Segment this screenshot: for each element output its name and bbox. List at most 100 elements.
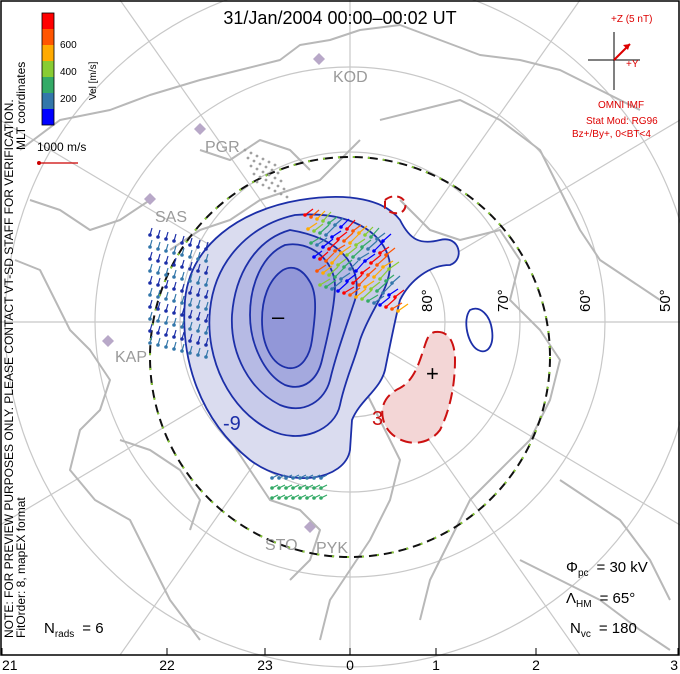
velocity-vector bbox=[337, 258, 347, 266]
velocity-vector bbox=[337, 231, 348, 240]
n-vc: Nvc = 180 bbox=[570, 620, 637, 640]
radar-echo-dot bbox=[243, 148, 247, 152]
velocity-vector bbox=[181, 235, 185, 244]
velocity-vector bbox=[205, 349, 209, 358]
velocity-vector bbox=[278, 474, 286, 479]
station-marker-sto bbox=[304, 521, 316, 533]
velocity-vector bbox=[205, 337, 209, 346]
radar-echo-dot bbox=[264, 165, 268, 169]
velocity-vector bbox=[165, 243, 169, 252]
radar-echo-dot bbox=[273, 163, 277, 167]
velocity-vector bbox=[397, 303, 409, 312]
velocity-vector bbox=[355, 261, 365, 272]
velocity-vector bbox=[149, 335, 153, 344]
velocity-vector bbox=[394, 289, 405, 298]
velocity-vector bbox=[149, 299, 153, 308]
velocity-vector bbox=[157, 229, 161, 238]
velocity-vector bbox=[361, 289, 373, 300]
radar-echo-dot bbox=[270, 181, 274, 185]
radar-echo-dot bbox=[258, 162, 262, 166]
velocity-vector bbox=[285, 484, 293, 489]
velocity-vector bbox=[343, 259, 353, 268]
velocity-vector bbox=[319, 278, 331, 286]
velocity-vector bbox=[292, 494, 300, 499]
velocity-vector bbox=[367, 294, 379, 302]
station-marker-kod bbox=[313, 53, 325, 65]
velocity-vector bbox=[285, 494, 293, 499]
velocity-vector bbox=[205, 241, 209, 250]
velocity-vector bbox=[181, 271, 185, 280]
velocity-vector bbox=[173, 305, 177, 314]
velocity-vector bbox=[373, 241, 384, 252]
mlt-label-0: 0 bbox=[346, 657, 354, 673]
velocity-vector bbox=[340, 245, 352, 254]
velocity-vector bbox=[165, 267, 169, 276]
velocity-vector bbox=[205, 325, 209, 334]
velocity-colorbar: 600 400 200 Vel [m/s] bbox=[41, 12, 99, 126]
radar-echo-dot bbox=[267, 160, 271, 164]
velocity-vector bbox=[189, 345, 193, 354]
imf-y-label: +Y bbox=[626, 59, 639, 70]
velocity-vector bbox=[149, 323, 153, 332]
velocity-vector bbox=[197, 299, 201, 308]
velocity-vector bbox=[149, 311, 153, 320]
velocity-vector bbox=[197, 323, 201, 332]
colorbar-tick-200: 200 bbox=[60, 94, 77, 105]
lat-label-80: 80° bbox=[419, 289, 436, 312]
stats-panel: Φpc = 30 kV ΛHM = 65° Nvc = 180 bbox=[566, 559, 648, 640]
velocity-vector bbox=[299, 474, 307, 479]
velocity-vector bbox=[355, 238, 366, 246]
velocity-vector bbox=[331, 253, 341, 264]
colorbar-band-4 bbox=[42, 77, 54, 93]
velocity-vector bbox=[157, 313, 161, 322]
radar-echo-dot bbox=[261, 183, 265, 187]
radar-echo-dot bbox=[285, 195, 289, 199]
velocity-vector bbox=[382, 260, 394, 268]
velocity-vector bbox=[197, 335, 201, 344]
velocity-vector bbox=[325, 252, 335, 262]
potential-min-marker: – bbox=[272, 304, 285, 329]
fit-order-note: FitOrder: 8, mapEX format bbox=[14, 497, 28, 638]
radar-echo-dot bbox=[273, 189, 277, 193]
contour-neg-5 bbox=[261, 266, 317, 369]
velocity-vector bbox=[197, 239, 201, 248]
velocity-vector bbox=[382, 233, 392, 242]
colorbar-band-2 bbox=[42, 45, 54, 61]
velocity-vector bbox=[149, 287, 153, 296]
imf-z-label: +Z (5 nT) bbox=[611, 14, 652, 25]
velocity-vector bbox=[173, 329, 177, 338]
radar-echo-dot bbox=[276, 184, 280, 188]
velocity-vector bbox=[181, 319, 185, 328]
velocity-vector bbox=[205, 265, 209, 274]
station-marker-pgr bbox=[194, 123, 206, 135]
velocity-vector bbox=[355, 288, 367, 298]
velocity-vector bbox=[358, 252, 370, 260]
station-pgr: PGR bbox=[205, 139, 240, 156]
velocity-vector bbox=[278, 484, 286, 489]
velocity-vector bbox=[346, 246, 358, 256]
velocity-vector bbox=[328, 239, 340, 250]
velocity-vector bbox=[388, 261, 400, 270]
velocity-vector bbox=[320, 474, 328, 479]
velocity-vector bbox=[310, 236, 322, 244]
velocity-vector bbox=[358, 225, 368, 234]
velocity-vector bbox=[361, 239, 372, 248]
velocity-vector bbox=[157, 289, 161, 298]
velocity-vector bbox=[181, 259, 185, 268]
radar-echo-dot bbox=[270, 168, 274, 172]
velocity-vector bbox=[388, 288, 399, 296]
contour-label-pos: 3 bbox=[372, 408, 383, 430]
velocity-vector bbox=[271, 474, 279, 479]
mlt-label-2: 2 bbox=[532, 657, 540, 673]
velocity-vector bbox=[181, 295, 185, 304]
velocity-vector bbox=[367, 240, 378, 250]
velocity-vector bbox=[325, 225, 336, 236]
velocity-vector bbox=[364, 280, 375, 288]
velocity-vector bbox=[285, 474, 293, 479]
colorbar-tick-600: 600 bbox=[60, 40, 77, 51]
radar-echo-dot bbox=[255, 154, 259, 158]
velocity-vector bbox=[173, 281, 177, 290]
velocity-vector bbox=[316, 237, 328, 246]
velocity-vector bbox=[189, 285, 193, 294]
